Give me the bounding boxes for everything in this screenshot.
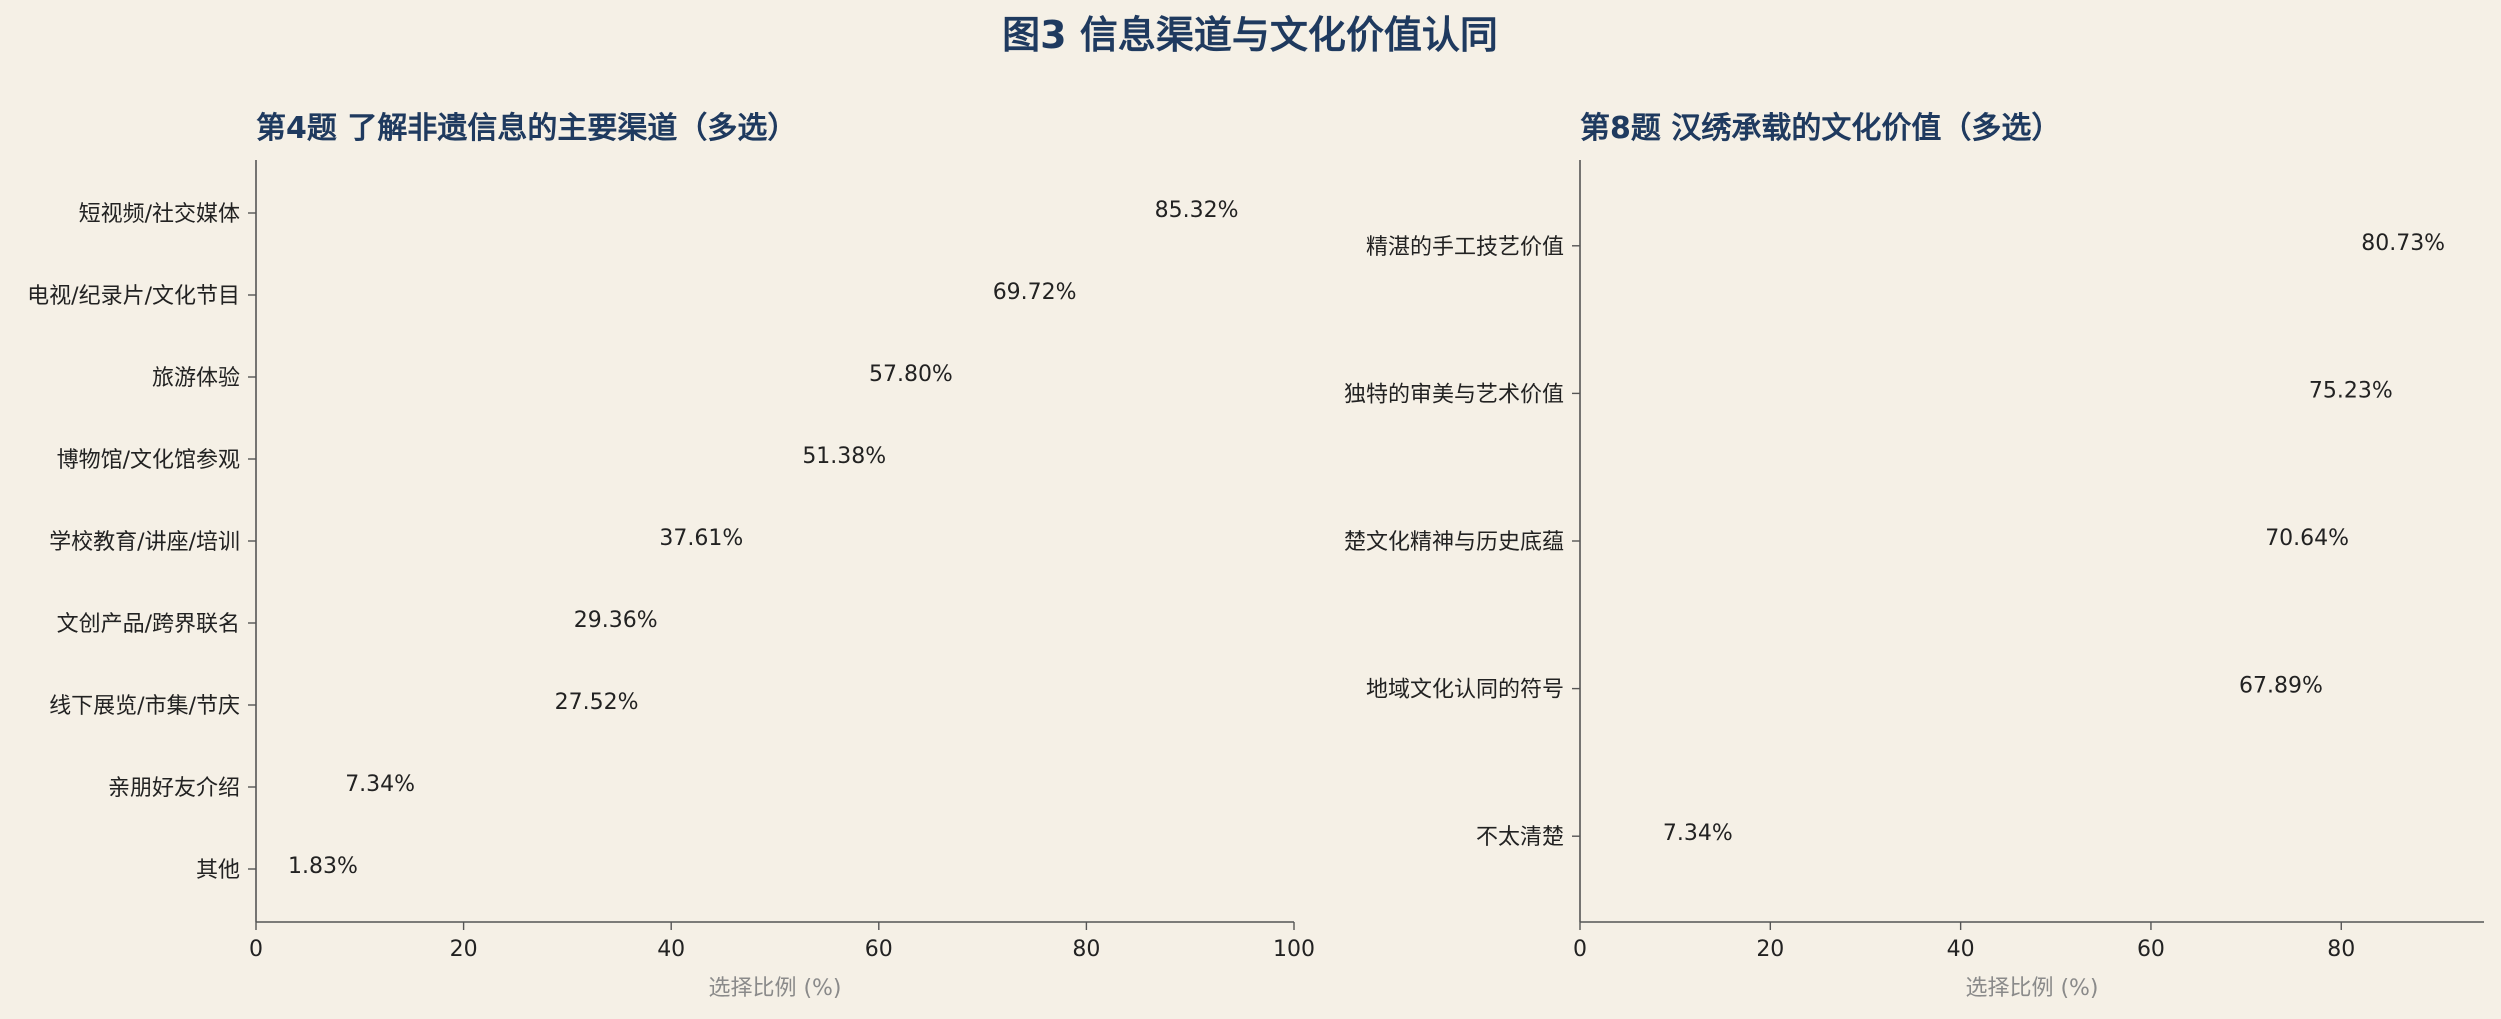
chart1-x-axis-label: 选择比例 (%) xyxy=(708,976,841,1001)
chart1-x-tick-label: 80 xyxy=(1072,937,1100,962)
chart1-category-label: 亲朋好友介绍 xyxy=(108,776,240,801)
chart1-value-label: 37.61% xyxy=(659,526,743,551)
chart2-category-label: 楚文化精神与历史底蕴 xyxy=(1344,530,1564,555)
chart1-category-label: 文创产品/跨界联名 xyxy=(57,612,240,637)
chart2-value-label: 70.64% xyxy=(2265,526,2349,551)
chart1-category-label: 博物馆/文化馆参观 xyxy=(57,448,240,473)
chart2-category-label: 不太清楚 xyxy=(1476,825,1564,850)
chart1-category-label: 电视/纪录片/文化节目 xyxy=(27,284,240,309)
chart1-value-label: 69.72% xyxy=(993,280,1077,305)
chart2-value-label: 75.23% xyxy=(2309,378,2393,403)
chart2-x-tick-label: 80 xyxy=(2327,937,2355,962)
chart1-category-label: 学校教育/讲座/培训 xyxy=(49,530,240,555)
chart2-category-label: 地域文化认同的符号 xyxy=(1366,678,1564,703)
chart1-value-label: 27.52% xyxy=(555,690,639,715)
figure-title: 图3 信息渠道与文化价值认同 xyxy=(1002,13,1498,57)
chart1-value-label: 1.83% xyxy=(288,854,358,879)
chart2-category-label: 独特的审美与艺术价值 xyxy=(1344,382,1564,407)
chart2-title: 第8题 汉绣承载的文化价值（多选） xyxy=(1580,111,2061,146)
chart1-category-label: 短视频/社交媒体 xyxy=(79,202,240,227)
chart1-value-label: 51.38% xyxy=(802,444,886,469)
chart2-value-label: 67.89% xyxy=(2239,674,2323,699)
chart1-value-label: 85.32% xyxy=(1155,198,1239,223)
chart1-x-tick-label: 20 xyxy=(450,937,478,962)
chart1-x-tick-label: 100 xyxy=(1273,937,1315,962)
chart2-value-label: 7.34% xyxy=(1663,821,1733,846)
chart1-value-label: 7.34% xyxy=(345,772,415,797)
chart2-x-tick-label: 20 xyxy=(1756,937,1784,962)
chart1-category-label: 线下展览/市集/节庆 xyxy=(49,694,240,719)
chart2-x-tick-label: 40 xyxy=(1947,937,1975,962)
chart1-x-tick-label: 0 xyxy=(249,937,263,962)
chart1-x-tick-label: 60 xyxy=(865,937,893,962)
chart2-x-axis-label: 选择比例 (%) xyxy=(1965,976,2098,1001)
chart1-category-label: 旅游体验 xyxy=(152,366,240,391)
chart2-category-label: 精湛的手工技艺价值 xyxy=(1366,235,1564,260)
chart1-value-label: 57.80% xyxy=(869,362,953,387)
chart1-title: 第4题 了解非遗信息的主要渠道（多选） xyxy=(256,111,797,146)
chart1-value-label: 29.36% xyxy=(574,608,658,633)
chart1-x-tick-label: 40 xyxy=(657,937,685,962)
chart1-category-label: 其他 xyxy=(196,858,240,883)
chart2-x-tick-label: 60 xyxy=(2137,937,2165,962)
chart2-x-tick-label: 0 xyxy=(1573,937,1587,962)
chart2-value-label: 80.73% xyxy=(2361,231,2445,256)
